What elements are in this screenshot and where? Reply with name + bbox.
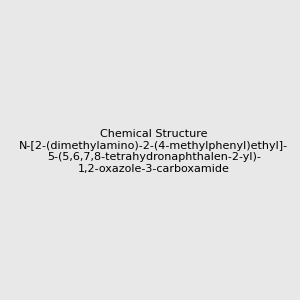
- Text: Chemical Structure
N-[2-(dimethylamino)-2-(4-methylphenyl)ethyl]-
5-(5,6,7,8-tet: Chemical Structure N-[2-(dimethylamino)-…: [19, 129, 288, 174]
